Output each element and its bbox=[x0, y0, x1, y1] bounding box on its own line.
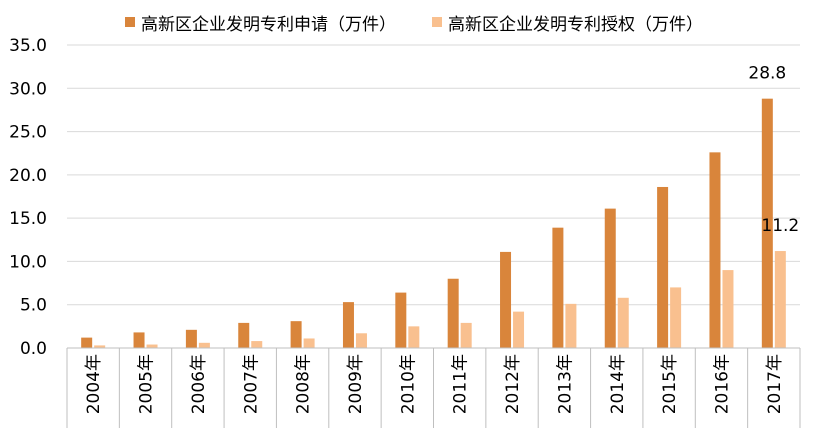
y-tick-label: 0.0 bbox=[20, 339, 47, 359]
x-tick-label: 2015年 bbox=[660, 354, 680, 414]
bar-applications bbox=[604, 208, 616, 348]
bar-grants bbox=[513, 311, 525, 348]
legend-item-applications: 高新区企业发明专利申请（万件） bbox=[125, 10, 396, 35]
x-tick-label: 2014年 bbox=[608, 354, 628, 414]
data-label: 11.2 bbox=[761, 216, 799, 236]
bar-grants bbox=[565, 303, 577, 348]
y-tick-label: 10.0 bbox=[9, 252, 47, 272]
bar-applications bbox=[447, 278, 459, 348]
x-tick-label: 2013年 bbox=[555, 354, 575, 414]
y-tick-label: 25.0 bbox=[9, 123, 47, 143]
bar-applications bbox=[657, 186, 669, 348]
bar-grants bbox=[722, 270, 734, 348]
bar-grants bbox=[617, 297, 629, 348]
bar-grants bbox=[303, 338, 315, 348]
x-tick-label: 2011年 bbox=[451, 354, 471, 414]
x-tick-label: 2006年 bbox=[189, 354, 209, 414]
bar-applications bbox=[133, 332, 145, 348]
bar-grants bbox=[774, 251, 786, 348]
bar-applications bbox=[185, 329, 197, 348]
bar-applications bbox=[761, 98, 773, 348]
legend-swatch-grants bbox=[432, 17, 442, 27]
y-tick-label: 35.0 bbox=[9, 36, 47, 56]
bar-grants bbox=[670, 287, 682, 348]
bar-applications bbox=[709, 152, 721, 348]
x-tick-label: 2012年 bbox=[503, 354, 523, 414]
y-tick-label: 5.0 bbox=[20, 296, 47, 316]
x-tick-label: 2004年 bbox=[84, 354, 104, 414]
y-tick-label: 20.0 bbox=[9, 166, 47, 186]
bar-applications bbox=[81, 337, 93, 348]
bar-grants bbox=[146, 344, 158, 348]
legend-label-applications: 高新区企业发明专利申请（万件） bbox=[141, 14, 396, 35]
x-tick-label: 2007年 bbox=[241, 354, 261, 414]
x-tick-label: 2005年 bbox=[137, 354, 157, 414]
bar-applications bbox=[290, 321, 302, 348]
bar-applications bbox=[552, 227, 564, 348]
x-tick-label: 2017年 bbox=[765, 354, 785, 414]
bar-applications bbox=[500, 251, 512, 348]
legend-label-grants: 高新区企业发明专利授权（万件） bbox=[448, 14, 703, 35]
bar-grants bbox=[251, 341, 263, 348]
bar-applications bbox=[238, 322, 250, 348]
x-tick-label: 2016年 bbox=[712, 354, 732, 414]
bar-applications bbox=[395, 292, 407, 348]
bar-grants bbox=[355, 333, 367, 348]
bar-grants bbox=[94, 345, 106, 348]
data-label: 28.8 bbox=[748, 64, 786, 84]
legend-swatch-applications bbox=[125, 17, 135, 27]
y-tick-label: 30.0 bbox=[9, 79, 47, 99]
legend: 高新区企业发明专利申请（万件） 高新区企业发明专利授权（万件） bbox=[0, 10, 828, 35]
x-tick-label: 2010年 bbox=[398, 354, 418, 414]
legend-item-grants: 高新区企业发明专利授权（万件） bbox=[432, 10, 703, 35]
bar-grants bbox=[408, 326, 420, 348]
bar-applications bbox=[342, 302, 354, 348]
x-tick-label: 2008年 bbox=[294, 354, 314, 414]
bar-grants bbox=[460, 322, 472, 348]
x-tick-label: 2009年 bbox=[346, 354, 366, 414]
bar-grants bbox=[198, 342, 210, 348]
y-tick-label: 15.0 bbox=[9, 209, 47, 229]
